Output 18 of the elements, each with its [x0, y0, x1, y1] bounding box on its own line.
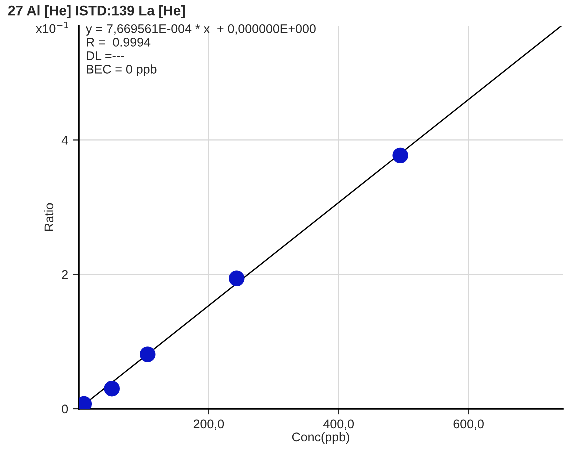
y-tick-label: 0 — [62, 404, 68, 414]
y-tick-label: 4 — [62, 136, 68, 145]
point — [392, 148, 408, 164]
annotation: R = 0.9994 — [87, 38, 151, 47]
chart-title: 27 Al [He] ISTD:139 La [He] — [8, 6, 185, 18]
x-tick-label: 400,0 — [324, 420, 354, 430]
point — [104, 380, 120, 397]
x-tick-label: 600,0 — [454, 420, 484, 430]
annotation: y = 7,669561E-004 * x + 0,000000E+000 — [86, 24, 316, 36]
y-axis-title: Ratio — [44, 203, 54, 232]
text: x10$^{−1}$ — [36, 22, 68, 34]
x-tick-label: 200,0 — [194, 420, 224, 430]
point — [229, 270, 245, 287]
y-tick-label: 2 — [62, 270, 68, 280]
annotation: DL =--- — [87, 52, 124, 60]
annotation: BEC = 0 ppb — [87, 64, 157, 76]
x-axis-title: Conc(ppb) — [292, 432, 350, 444]
point — [140, 346, 156, 362]
